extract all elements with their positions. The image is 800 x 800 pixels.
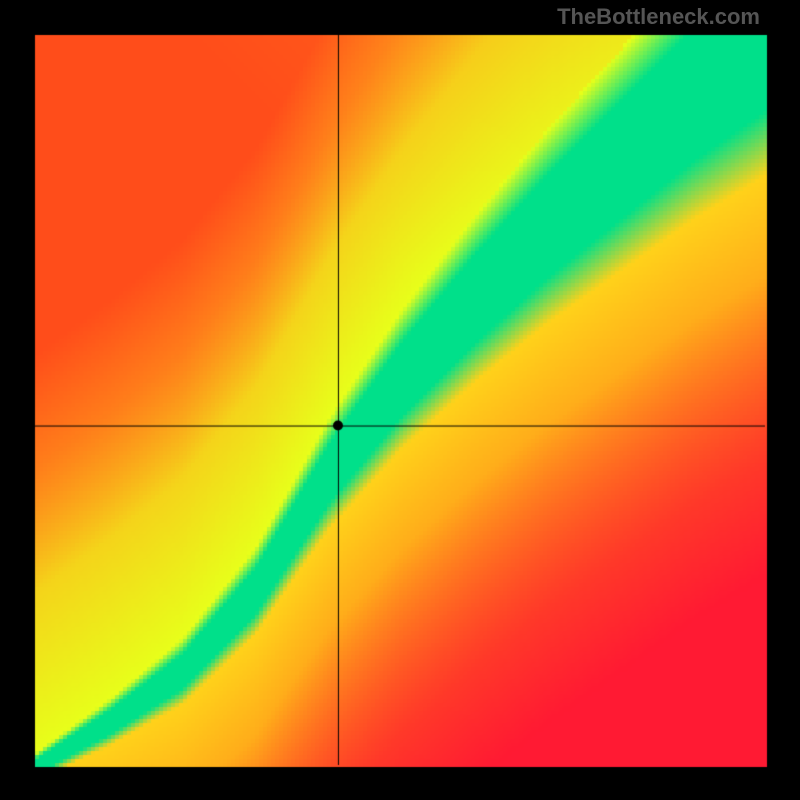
chart-container: TheBottleneck.com — [0, 0, 800, 800]
watermark-text: TheBottleneck.com — [557, 4, 760, 30]
heatmap-canvas — [0, 0, 800, 800]
